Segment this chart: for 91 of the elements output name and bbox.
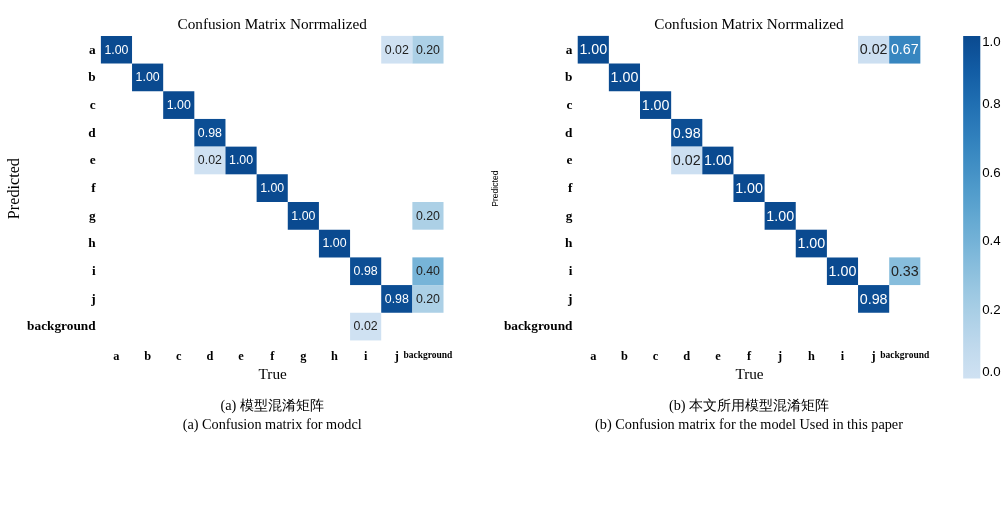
data-label: 1.00 xyxy=(229,153,254,168)
data-label: 0.02 xyxy=(672,152,701,169)
data-label: 0.02 xyxy=(353,319,378,334)
data-label: 0.98 xyxy=(859,290,888,307)
y-tick-label: a xyxy=(565,41,573,57)
data-label: 0.20 xyxy=(415,291,441,306)
x-axis-title: True xyxy=(735,364,764,382)
data-label: 1.00 xyxy=(797,235,826,252)
y-tick-label: j xyxy=(90,290,96,306)
y-tick-label: b xyxy=(88,69,96,85)
data-label: 1.00 xyxy=(766,207,795,224)
y-tick-label: d xyxy=(88,124,97,140)
x-tick-label: b xyxy=(621,348,628,363)
data-label: 1.00 xyxy=(135,70,160,85)
y-tick-label: background xyxy=(503,318,574,334)
data-label: 0.33 xyxy=(890,262,919,279)
y-axis-title: Predicted xyxy=(490,170,501,207)
x-tick-label: d xyxy=(206,348,214,363)
text: (b) Confusion matrix for the model Used in this paper xyxy=(595,415,904,433)
data-label: 0.02 xyxy=(384,42,409,57)
data-label: 0.20 xyxy=(415,208,441,223)
data-label: 1.00 xyxy=(610,69,639,86)
data-label: 0.20 xyxy=(415,42,441,57)
x-tick-label: c xyxy=(176,348,183,363)
data-label: 1.00 xyxy=(704,152,732,169)
data-label: 1.00 xyxy=(579,41,608,58)
color-bar-label: 1.0 xyxy=(982,34,1001,50)
data-label: 1.00 xyxy=(166,97,191,112)
y-tick-label: h xyxy=(565,235,574,251)
color-bar-label: 0.8 xyxy=(982,96,1001,112)
color-bar-label: 0.4 xyxy=(982,233,1002,249)
data-label: 1.00 xyxy=(828,262,857,279)
y-tick-label: j xyxy=(567,290,573,306)
x-tick-label: a xyxy=(590,348,597,363)
data-label: 1.00 xyxy=(641,96,670,113)
data-label: 0.40 xyxy=(415,264,441,279)
text: (a) Confusion matrix for modcl xyxy=(182,415,362,433)
x-tick-label: e xyxy=(238,348,245,363)
y-tick-label: f xyxy=(91,179,97,195)
data-label: 0.98 xyxy=(353,264,378,279)
text: (a) 模型混淆矩阵 xyxy=(220,396,324,414)
color-bar-label: 0.2 xyxy=(982,301,1001,317)
color-bar-label: 0.0 xyxy=(982,363,1001,379)
x-tick-label: a xyxy=(113,348,120,363)
x-tick-label: b xyxy=(144,348,152,363)
data-label: 0.02 xyxy=(197,153,223,168)
x-tick-label: i xyxy=(840,348,845,363)
data-label: 1.00 xyxy=(260,180,285,195)
x-tick-label: h xyxy=(331,348,339,363)
x-tick-label: f xyxy=(746,348,752,363)
y-tick-label: a xyxy=(88,41,96,57)
x-tick-label: h xyxy=(807,348,815,363)
x-tick-label: background xyxy=(880,350,930,361)
x-tick-label: g xyxy=(300,348,308,363)
x-tick-label: i xyxy=(363,348,368,363)
data-label: 0.67 xyxy=(890,41,919,58)
chart-title: Confusion Matrix Norrmalized xyxy=(654,15,845,33)
data-label: 0.02 xyxy=(859,41,888,58)
data-label: 1.00 xyxy=(291,208,316,223)
x-tick-label: d xyxy=(683,348,691,363)
y-tick-label: background xyxy=(27,318,97,334)
y-tick-label: i xyxy=(568,263,573,279)
y-tick-label: e xyxy=(89,152,96,168)
x-tick-label: j xyxy=(870,348,876,363)
data-label: 1.00 xyxy=(735,179,763,196)
data-label: 1.00 xyxy=(104,42,129,57)
y-axis-title: Predicted xyxy=(5,158,23,220)
x-tick-label: j xyxy=(777,348,783,363)
x-tick-label: c xyxy=(652,348,659,363)
y-tick-label: g xyxy=(88,207,96,223)
data-label: 0.98 xyxy=(197,125,223,140)
x-tick-label: f xyxy=(270,348,276,363)
color-bar-label: 0.6 xyxy=(982,164,1001,180)
data-label: 0.98 xyxy=(672,124,701,141)
x-tick-label: e xyxy=(715,348,722,363)
y-tick-label: b xyxy=(565,69,573,85)
x-tick-label: background xyxy=(403,350,454,361)
text: (b) 本文所用模型混淆矩阵 xyxy=(668,396,830,414)
y-tick-label: c xyxy=(89,96,96,112)
x-axis-title: True xyxy=(258,364,288,382)
y-tick-label: e xyxy=(566,152,573,168)
y-tick-label: i xyxy=(91,263,96,279)
data-label: 1.00 xyxy=(322,236,347,251)
data-label: 0.98 xyxy=(384,291,409,306)
y-tick-label: g xyxy=(565,207,573,223)
chart-title: Confusion Matrix Norrmalized xyxy=(177,15,368,33)
x-tick-label: j xyxy=(393,348,399,363)
y-tick-label: h xyxy=(88,235,97,251)
y-tick-label: c xyxy=(566,96,573,112)
y-tick-label: f xyxy=(568,179,574,195)
y-tick-label: d xyxy=(565,124,574,140)
